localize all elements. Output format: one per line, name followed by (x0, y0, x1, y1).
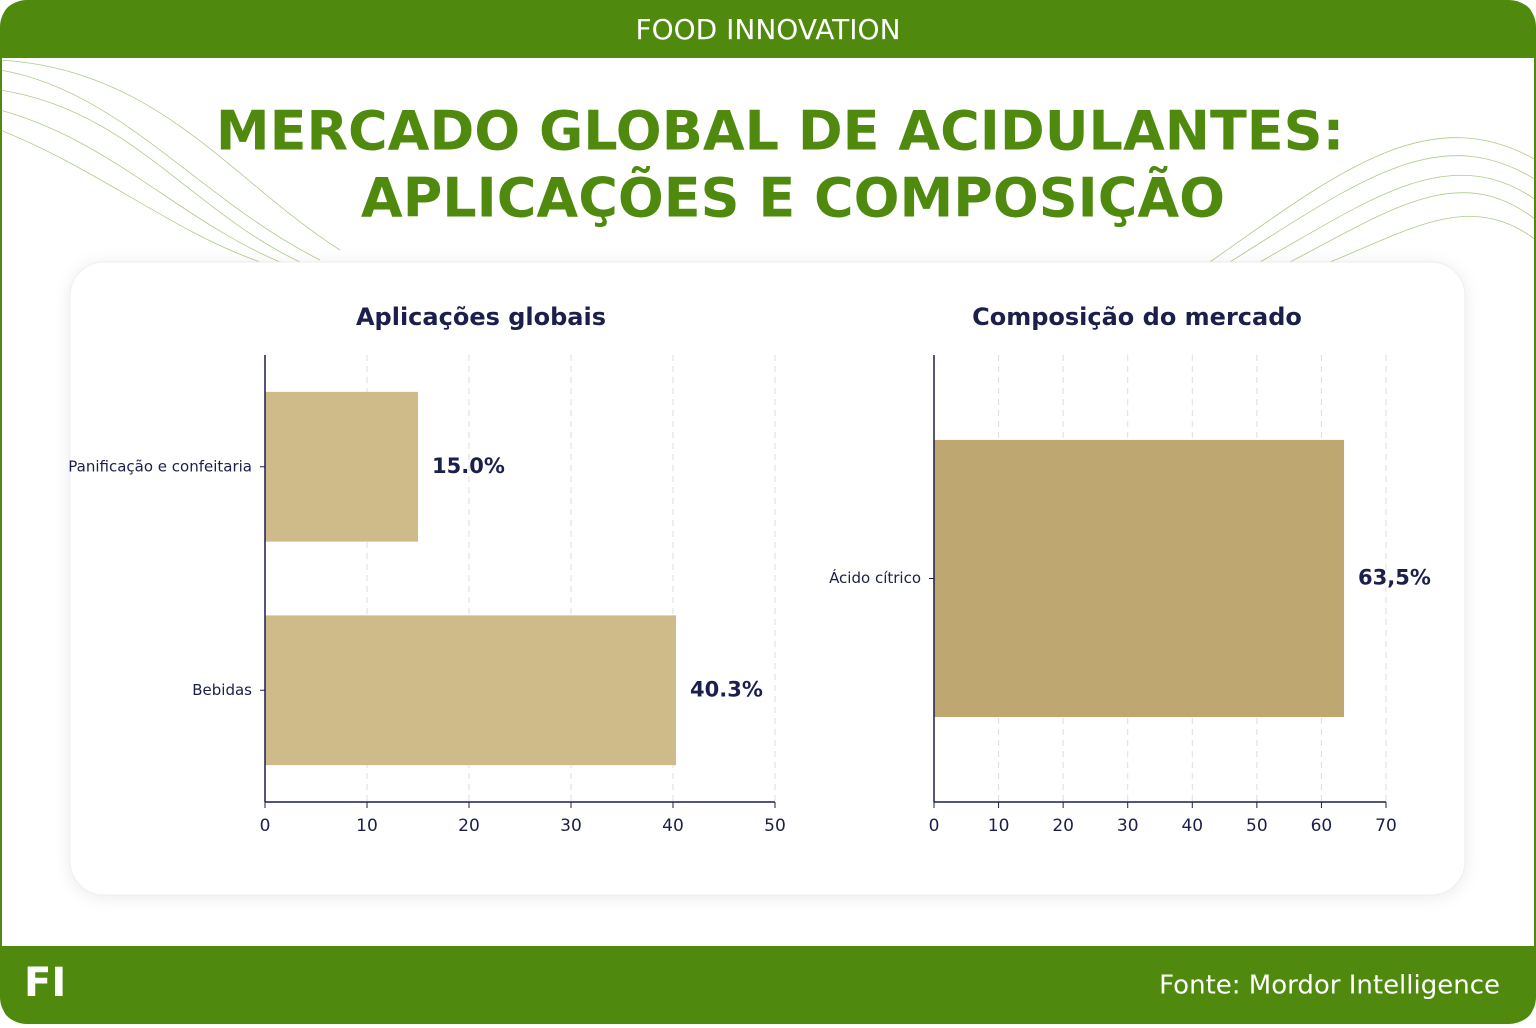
value-label: 15.0% (432, 454, 505, 478)
charts: Aplicações globais 0 10 20 30 40 50 Panificação… (68, 303, 1431, 836)
x-tick-label: 60 (1311, 816, 1333, 836)
x-tick-label: 10 (988, 816, 1010, 836)
header-bar (1, 1, 1535, 58)
x-tick-label: 30 (560, 816, 582, 836)
y-tick-label: Bebidas (192, 681, 252, 699)
x-tick-label: 50 (1246, 816, 1268, 836)
x-tick-label: 20 (458, 816, 480, 836)
y-tick-label: Ácido cítrico (829, 568, 921, 587)
x-tick-label: 40 (662, 816, 684, 836)
header-text: FOOD INNOVATION (635, 13, 900, 46)
chart-title: Aplicações globais (356, 303, 606, 331)
x-tick-label: 20 (1052, 816, 1074, 836)
bar (265, 615, 677, 766)
value-label: 40.3% (690, 677, 763, 701)
chart-title: Composição do mercado (972, 303, 1302, 331)
y-tick-label: Panificação e confeitaria (68, 457, 252, 475)
bar (934, 439, 1345, 718)
footer-logo: FI (24, 960, 66, 1006)
x-tick-label: 70 (1375, 816, 1397, 836)
x-tick-label: 0 (260, 816, 271, 836)
x-tick-label: 30 (1117, 816, 1139, 836)
x-tick-label: 50 (764, 816, 786, 836)
x-tick-label: 0 (929, 816, 940, 836)
decor-waves (0, 59, 1536, 263)
footer-source: Fonte: Mordor Intelligence (1159, 971, 1500, 1001)
bar (265, 391, 418, 542)
x-tick-label: 10 (356, 816, 378, 836)
value-label: 63,5% (1358, 566, 1431, 590)
main-title: MERCADO GLOBAL DE ACIDULANTES: (216, 100, 1344, 163)
main-title: APLICAÇÕES E COMPOSIÇÃO (361, 167, 1225, 230)
x-tick-label: 40 (1181, 816, 1203, 836)
footer-bar (1, 946, 1535, 1023)
